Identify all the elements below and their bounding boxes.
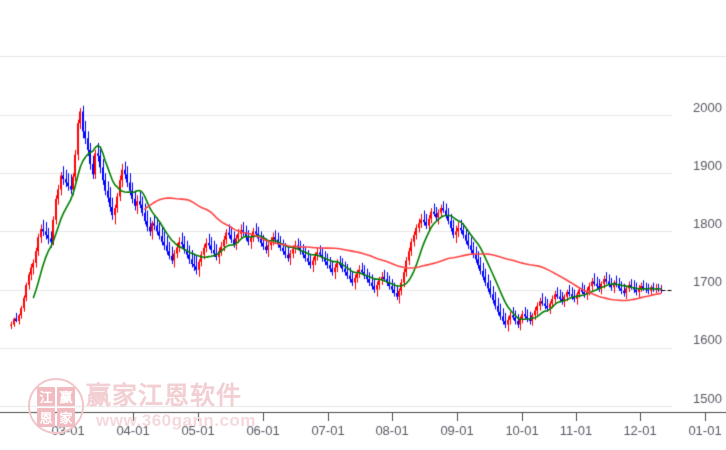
candlestick-chart-canvas[interactable]	[0, 0, 726, 450]
chart-app: 电信运营行业(858430)赢家乾坤K线 江 赢 恩 家 赢家江恩软件 www.…	[0, 0, 726, 450]
